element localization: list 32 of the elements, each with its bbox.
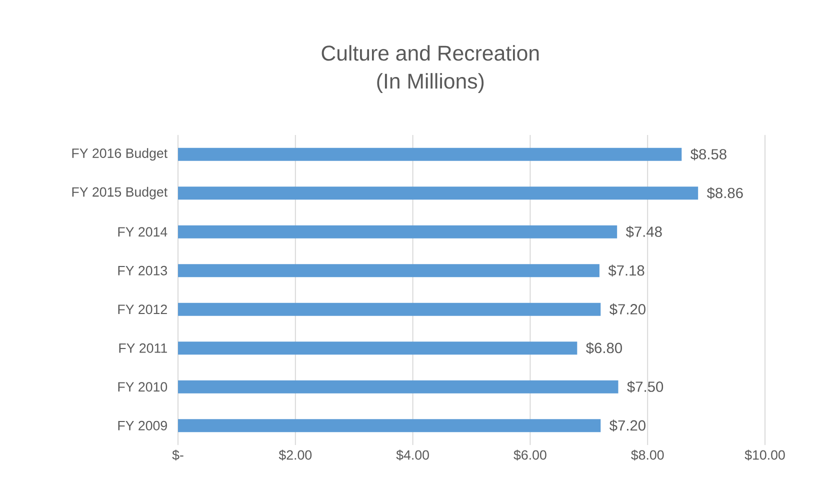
data-label: $7.18 (608, 264, 644, 277)
data-label: $7.20 (610, 420, 646, 432)
y-tick-label: FY 2013 (118, 266, 168, 276)
bar (178, 302, 601, 316)
y-tick-label: FY 2012 (118, 304, 167, 314)
bar (178, 419, 601, 432)
chart-title: Culture and Recreation (322, 45, 539, 61)
data-label: $7.48 (626, 226, 662, 238)
x-tick-label: $6.00 (514, 450, 546, 460)
bar (178, 264, 600, 278)
y-tick-label: FY 2011 (119, 343, 167, 353)
x-tick-label: $- (172, 450, 184, 460)
chart-subtitle: (In Millions) (377, 73, 484, 93)
x-tick-label: $2.00 (278, 450, 312, 460)
data-label: $6.80 (586, 342, 622, 354)
x-tick-label: $8.00 (631, 450, 664, 460)
bar (178, 225, 618, 238)
y-tick-label: FY 2014 (118, 227, 168, 237)
bar (178, 380, 618, 394)
bar (178, 342, 578, 355)
y-tick-label: FY 2015 Budget (72, 186, 168, 200)
data-label: $7.20 (610, 303, 646, 316)
data-label: $8.58 (690, 148, 726, 160)
y-tick-label: FY 2010 (118, 382, 168, 392)
x-tick-label: $10.00 (744, 450, 785, 460)
x-tick-label: $4.00 (396, 450, 429, 460)
y-tick-label: FY 2016 Budget (72, 148, 168, 161)
y-tick-label: FY 2009 (118, 420, 167, 430)
data-label: $8.86 (706, 187, 743, 200)
bar (178, 148, 682, 161)
data-label: $7.50 (627, 380, 664, 393)
bar (178, 186, 698, 200)
